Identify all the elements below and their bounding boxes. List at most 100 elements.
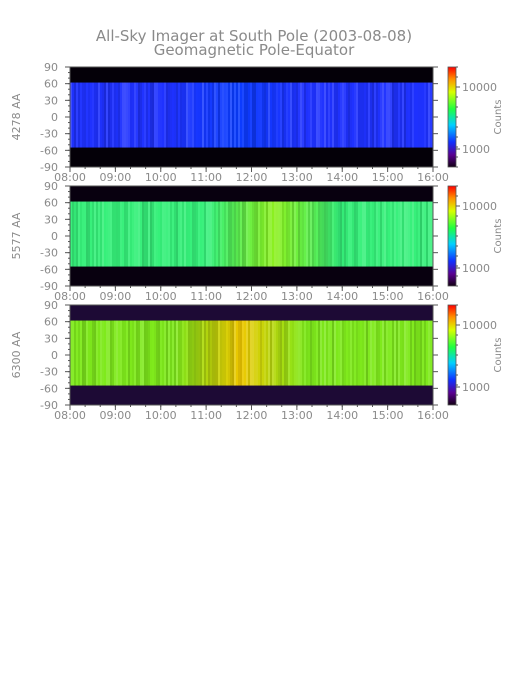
streak: [102, 321, 104, 386]
streak: [134, 82, 136, 148]
streak: [420, 83, 422, 148]
streak: [206, 321, 208, 386]
streak: [352, 202, 354, 267]
streak: [208, 201, 210, 267]
streak: [356, 201, 358, 267]
x-tick-label: 13:00: [281, 290, 313, 303]
streak: [330, 83, 332, 148]
streak: [290, 321, 292, 386]
streak: [296, 202, 298, 267]
streak: [326, 201, 328, 267]
streak: [356, 320, 358, 386]
x-tick-label: 16:00: [417, 171, 449, 184]
streak: [186, 202, 188, 267]
y-tick-label: -60: [40, 263, 58, 276]
streak: [314, 82, 316, 148]
streak: [132, 83, 134, 148]
streak: [302, 320, 304, 386]
x-tick-label: 11:00: [190, 409, 222, 422]
streak: [246, 201, 248, 267]
streak: [332, 201, 334, 267]
streak: [130, 202, 132, 267]
streak: [84, 320, 86, 386]
streak: [366, 82, 368, 148]
streak: [168, 201, 170, 267]
streak: [320, 201, 322, 267]
streak: [94, 82, 96, 148]
streak: [138, 201, 140, 267]
panel-label: 4278 AA: [10, 93, 23, 140]
streak: [248, 320, 250, 386]
streak: [86, 320, 88, 386]
streak: [184, 321, 186, 386]
streak: [416, 83, 418, 148]
streak: [104, 202, 106, 267]
streak: [256, 320, 258, 386]
streak: [126, 201, 128, 267]
figure-subtitle: Geomagnetic Pole-Equator: [154, 41, 355, 59]
streak: [208, 82, 210, 148]
y-tick-label: 90: [44, 61, 58, 74]
streak: [168, 320, 170, 386]
streak: [156, 202, 158, 267]
streak: [364, 201, 366, 267]
streak: [236, 82, 238, 148]
streak: [128, 320, 130, 386]
streak: [300, 202, 302, 267]
streak: [226, 82, 228, 148]
streak: [382, 320, 384, 386]
streak: [310, 201, 312, 267]
streak: [312, 83, 314, 148]
streak: [220, 82, 222, 148]
x-tick-label: 08:00: [54, 171, 86, 184]
streak: [118, 201, 120, 267]
streak: [242, 320, 244, 386]
streak: [216, 82, 218, 148]
streak: [182, 82, 184, 148]
streak: [282, 321, 284, 386]
x-tick-label: 15:00: [372, 290, 404, 303]
y-tick-label: -30: [40, 247, 58, 260]
streak: [150, 201, 152, 267]
streak: [78, 201, 80, 267]
streak: [266, 321, 268, 386]
streak: [240, 201, 242, 267]
streak: [324, 201, 326, 267]
streak: [154, 321, 156, 386]
streak: [98, 82, 100, 148]
streak: [228, 201, 230, 267]
streak: [230, 320, 232, 386]
streak: [398, 82, 400, 148]
y-tick-label: -30: [40, 366, 58, 379]
streak: [232, 82, 234, 148]
streak: [318, 320, 320, 386]
streak: [142, 320, 144, 386]
streak: [212, 201, 214, 267]
colorbar-tick-label: 1000: [462, 143, 490, 156]
streak: [330, 201, 332, 267]
streak: [288, 201, 290, 267]
streak: [428, 82, 430, 148]
streak: [184, 201, 186, 267]
streak: [270, 201, 272, 267]
streak: [276, 201, 278, 267]
x-tick-label: 08:00: [54, 409, 86, 422]
streak: [390, 201, 392, 267]
streak: [110, 320, 112, 386]
y-tick-label: 30: [44, 94, 58, 107]
streak: [262, 82, 264, 148]
streak: [394, 320, 396, 386]
streak: [84, 202, 86, 267]
streak: [262, 201, 264, 267]
streak: [378, 320, 380, 386]
streak: [380, 321, 382, 386]
streak: [320, 83, 322, 148]
streak: [384, 83, 386, 148]
x-tick-label: 09:00: [100, 171, 132, 184]
streak: [70, 82, 72, 148]
streak: [162, 83, 164, 148]
streak: [180, 320, 182, 386]
streak: [238, 320, 240, 386]
streak: [268, 82, 270, 148]
x-tick-label: 10:00: [145, 290, 177, 303]
